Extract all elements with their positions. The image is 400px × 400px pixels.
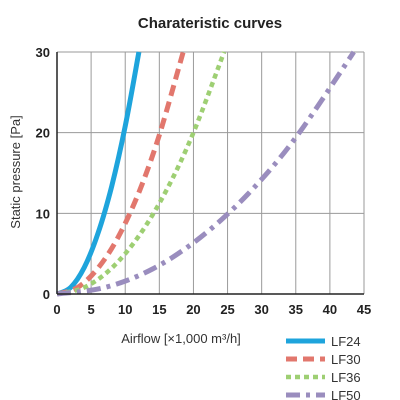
series-line-lf30 bbox=[56, 51, 186, 297]
x-tick-label: 35 bbox=[289, 302, 303, 317]
x-tick-label: 30 bbox=[254, 302, 268, 317]
series-layer bbox=[55, 50, 356, 297]
x-tick-label: 20 bbox=[186, 302, 200, 317]
series-line-lf36 bbox=[56, 51, 227, 297]
legend: LF24 LF30 LF36 LF50 bbox=[286, 334, 361, 400]
x-tick-label: 45 bbox=[357, 302, 371, 317]
y-tick-label: 30 bbox=[36, 45, 50, 60]
series-line-lf50 bbox=[56, 50, 356, 297]
x-tick-label: 5 bbox=[87, 302, 94, 317]
x-tick-label: 40 bbox=[323, 302, 337, 317]
legend-label: LF50 bbox=[331, 388, 361, 400]
legend-label: LF36 bbox=[331, 370, 361, 385]
legend-label: LF30 bbox=[331, 352, 361, 367]
chart-title: Charateristic curves bbox=[138, 15, 282, 32]
tick-labels: 0 5 10 15 20 25 30 35 40 45 0 10 20 30 bbox=[36, 45, 372, 317]
x-tick-label: 10 bbox=[118, 302, 132, 317]
legend-label: LF24 bbox=[331, 334, 361, 349]
y-tick-label: 10 bbox=[36, 206, 50, 221]
y-axis-label: Static pressure [Pa] bbox=[8, 115, 23, 228]
axes bbox=[56, 52, 364, 295]
x-axis-label: Airflow [×1,000 m³/h] bbox=[121, 331, 241, 346]
x-tick-label: 25 bbox=[220, 302, 234, 317]
x-tick-label: 0 bbox=[53, 302, 60, 317]
x-tick-label: 15 bbox=[152, 302, 166, 317]
y-tick-label: 20 bbox=[36, 126, 50, 141]
y-tick-label: 0 bbox=[43, 287, 50, 302]
series-line-lf24 bbox=[55, 51, 142, 297]
